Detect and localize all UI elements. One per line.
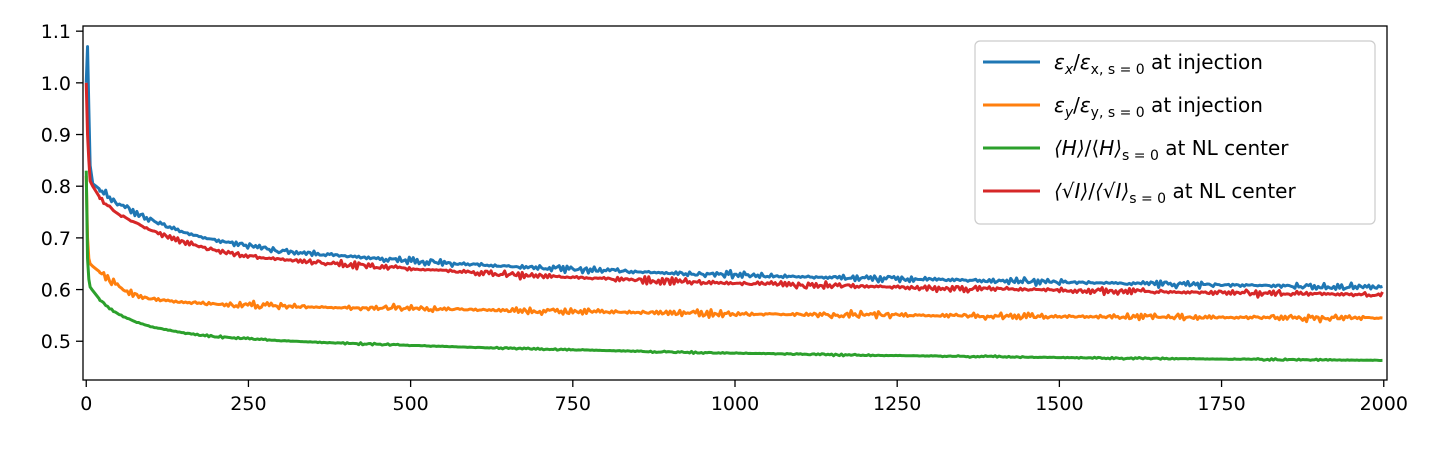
y-tick-label: 1.1 bbox=[41, 21, 71, 43]
x-tick-label: 0 bbox=[80, 393, 92, 415]
series-line-2 bbox=[84, 175, 1383, 324]
series-line-1 bbox=[84, 45, 1383, 291]
legend-label-4: ⟨√I⟩/⟨√I⟩s = 0 at NL center bbox=[1054, 179, 1296, 207]
y-tick-label: 0.8 bbox=[41, 176, 71, 198]
legend-label-2: εy/εy, s = 0 at injection bbox=[1054, 93, 1263, 121]
legend-box bbox=[974, 40, 1376, 225]
x-tick-label: 750 bbox=[555, 393, 591, 415]
y-tick-label: 0.5 bbox=[41, 331, 71, 353]
y-tick-label: 0.6 bbox=[41, 280, 71, 302]
x-tick-label: 500 bbox=[392, 393, 428, 415]
y-tick-label: 0.7 bbox=[41, 228, 71, 250]
x-tick-label: 1500 bbox=[1035, 393, 1083, 415]
x-tick-label: 250 bbox=[230, 393, 266, 415]
y-tick-label: 0.9 bbox=[41, 125, 71, 147]
x-tick-label: 1250 bbox=[873, 393, 921, 415]
x-tick-label: 1750 bbox=[1197, 393, 1245, 415]
x-tick-label: 2000 bbox=[1360, 393, 1408, 415]
series-line-4 bbox=[84, 82, 1384, 299]
legend-label-1: εx/εx, s = 0 at injection bbox=[1054, 50, 1263, 78]
y-tick-label: 1.0 bbox=[41, 73, 71, 95]
series-line-3 bbox=[84, 170, 1383, 362]
x-tick-label: 1000 bbox=[711, 393, 759, 415]
legend-label-3: ⟨H⟩/⟨H⟩s = 0 at NL center bbox=[1054, 136, 1289, 164]
